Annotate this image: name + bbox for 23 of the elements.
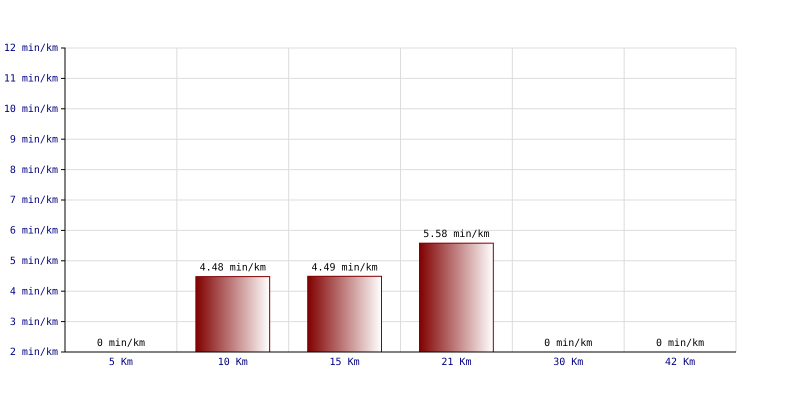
text: 0 min/km (96, 338, 146, 349)
y-tick-label: 2 min/km (10, 347, 58, 358)
y-tick-label: 4 min/km (10, 286, 58, 298)
y-tick-label: 3 min/km (10, 316, 58, 328)
y-tick-label: 7 min/km (10, 195, 58, 206)
y-tick-label: 10 min/km (4, 104, 58, 115)
y-tick-label: 6 min/km (10, 226, 58, 237)
x-tick-label: 42 Km (665, 357, 696, 368)
y-tick-label: 9 min/km (10, 134, 58, 146)
y-tick-label: 8 min/km (10, 164, 58, 176)
data-label: 4.48 min/km (200, 262, 266, 274)
x-tick-label: 10 Km (218, 357, 248, 368)
x-tick-label: 21 Km (441, 357, 472, 368)
y-tick-label: 5 min/km (10, 256, 58, 267)
y-tick-label: 11 min/km (4, 74, 58, 85)
y-tick-label: 12 min/km (4, 43, 58, 54)
x-tick-label: 15 Km (330, 357, 360, 368)
x-tick-label: 5 Km (108, 357, 133, 368)
text: 0 min/km (544, 338, 592, 349)
text: 0 min/km (656, 338, 704, 349)
x-tick-label: 30 Km (553, 357, 584, 368)
data-label: 5.58 min/km (423, 229, 490, 240)
data-label: 4.49 min/km (311, 262, 378, 274)
